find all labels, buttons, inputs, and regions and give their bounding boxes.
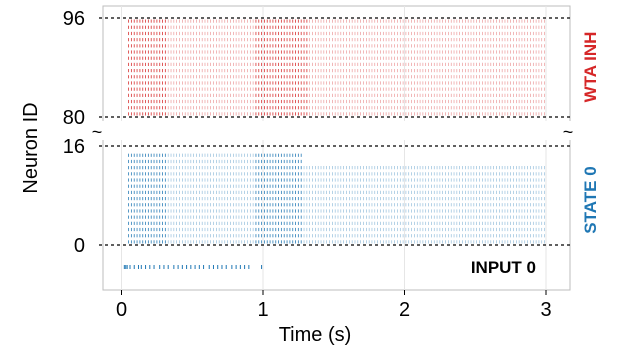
plot-frame xyxy=(102,5,571,291)
state0-label: STATE 0 xyxy=(581,166,600,233)
axis-break-left: ~ xyxy=(92,122,103,142)
x-tick-label: 1 xyxy=(257,299,268,321)
y-tick-label: 0 xyxy=(74,235,85,257)
x-tick-label: 3 xyxy=(540,299,551,321)
input0-label: INPUT 0 xyxy=(471,258,536,277)
x-tick-labels: 0 1 2 3 xyxy=(116,290,552,321)
x-axis-label: Time (s) xyxy=(279,324,352,346)
y-tick-label: 96 xyxy=(63,8,85,30)
wta-inh-spikes xyxy=(128,19,545,116)
x-tick-label: 0 xyxy=(116,299,127,321)
wta-inh-label: WTA INH xyxy=(581,32,600,103)
y-tick-label: 80 xyxy=(63,107,85,129)
y-tick-label: 16 xyxy=(63,136,85,158)
gridlines xyxy=(121,6,547,290)
axis-break-right: ~ xyxy=(563,122,574,142)
axis-break-mask xyxy=(100,121,573,140)
input0-spikes xyxy=(123,265,263,269)
y-axis-label: Neuron ID xyxy=(20,102,42,193)
y-tick-labels: 96 80 16 0 xyxy=(63,8,85,257)
region-boundaries xyxy=(99,17,572,246)
state0-spikes xyxy=(128,153,545,244)
x-tick-label: 2 xyxy=(399,299,410,321)
